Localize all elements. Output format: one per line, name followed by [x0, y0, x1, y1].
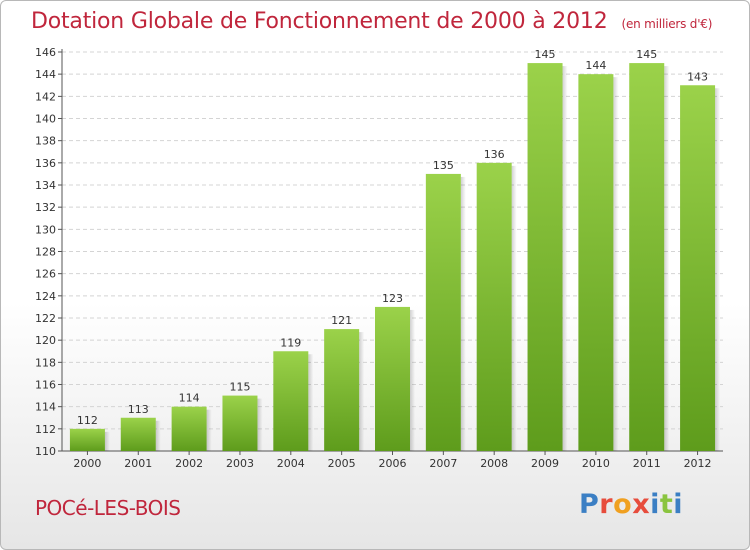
x-tick-label: 2009 [531, 457, 559, 470]
data-label: 144 [585, 59, 606, 72]
bar-shadow [257, 398, 263, 451]
bar-shadow [104, 431, 110, 451]
bar-shadow [206, 409, 212, 451]
logo-letter: i [673, 489, 684, 520]
logo-letter: o [613, 489, 633, 520]
data-label: 119 [280, 336, 301, 349]
bar [171, 406, 207, 451]
bar [69, 428, 105, 451]
y-tick-label: 128 [35, 246, 56, 259]
bar-shadow [562, 66, 568, 451]
data-label: 121 [331, 314, 352, 327]
x-tick-label: 2007 [429, 457, 457, 470]
bar-shadow [511, 165, 517, 452]
y-tick-label: 136 [35, 157, 56, 170]
x-tick-label: 2012 [684, 457, 712, 470]
y-tick-label: 118 [35, 356, 56, 369]
bars [69, 63, 721, 452]
y-tick-label: 114 [35, 401, 56, 414]
chart-title: Dotation Globale de Fonctionnement de 20… [31, 9, 712, 34]
y-tick-label: 122 [35, 312, 56, 325]
data-label: 114 [179, 392, 200, 405]
x-tick-label: 2011 [633, 457, 661, 470]
x-tick-label: 2002 [175, 457, 203, 470]
x-tick-label: 2001 [124, 457, 152, 470]
x-tick-label: 2010 [582, 457, 610, 470]
bar-shadow [410, 309, 415, 451]
x-tick-label: 2000 [73, 457, 101, 470]
bar-shadow [715, 88, 721, 451]
data-label: 136 [484, 148, 505, 161]
data-label: 113 [128, 403, 149, 416]
x-tick-label: 2003 [226, 457, 254, 470]
chart-title-text: Dotation Globale de Fonctionnement de 20… [31, 9, 608, 34]
chart-unit: (en milliers d'€) [621, 17, 713, 31]
x-tick-label: 2005 [328, 457, 356, 470]
data-label: 123 [382, 292, 403, 305]
x-tick-label: 2006 [379, 457, 407, 470]
y-tick-label: 142 [35, 90, 56, 103]
bar [476, 162, 512, 452]
bar-shadow [359, 332, 365, 451]
x-tick-label: 2008 [480, 457, 508, 470]
bar-shadow [460, 176, 466, 451]
y-tick-label: 134 [35, 179, 56, 192]
bar [324, 329, 360, 451]
bar-shadow [155, 420, 161, 451]
data-label: 135 [433, 159, 454, 172]
bar-shadow [308, 354, 314, 451]
y-tick-label: 126 [35, 268, 56, 281]
bar [527, 63, 563, 451]
proxiti-logo: Proxiti [579, 489, 683, 520]
bar [273, 351, 309, 451]
x-tick-label: 2004 [277, 457, 305, 470]
bar [222, 395, 258, 451]
y-tick-label: 146 [35, 46, 56, 59]
y-tick-label: 132 [35, 201, 56, 214]
data-label: 115 [229, 381, 250, 394]
axes: 110 112 114 116 118 120 122 124 126 128 130 132 134 1… [35, 46, 723, 470]
logo-letter: r [599, 489, 614, 520]
y-tick-label: 112 [35, 423, 56, 436]
y-tick-label: 110 [35, 445, 56, 458]
logo-letter: P [579, 489, 600, 520]
y-tick-label: 116 [35, 379, 56, 392]
y-tick-label: 140 [35, 113, 56, 126]
commune-name: POCé-LES-BOIS [35, 496, 181, 520]
y-tick-label: 130 [35, 223, 56, 236]
bar-shadow [613, 77, 619, 452]
logo-letter: x [632, 489, 651, 520]
y-tick-label: 120 [35, 334, 56, 347]
bar [578, 74, 614, 452]
y-tick-label: 124 [35, 290, 56, 303]
y-tick-label: 144 [35, 68, 56, 81]
bar [680, 85, 716, 451]
logo-letter: t [659, 489, 674, 520]
bar [375, 306, 410, 451]
data-label: 143 [687, 70, 708, 83]
bar [629, 63, 665, 451]
logo-letter: i [650, 489, 660, 520]
bar [425, 173, 461, 451]
data-label: 145 [535, 48, 556, 61]
y-tick-label: 138 [35, 135, 56, 148]
data-label: 112 [77, 414, 98, 427]
data-labels: 112 113 114 115 119 121 123 135 136 145 144 145 143 [77, 48, 708, 427]
data-label: 145 [636, 48, 657, 61]
bar-shadow [664, 66, 670, 451]
bar [120, 417, 156, 451]
